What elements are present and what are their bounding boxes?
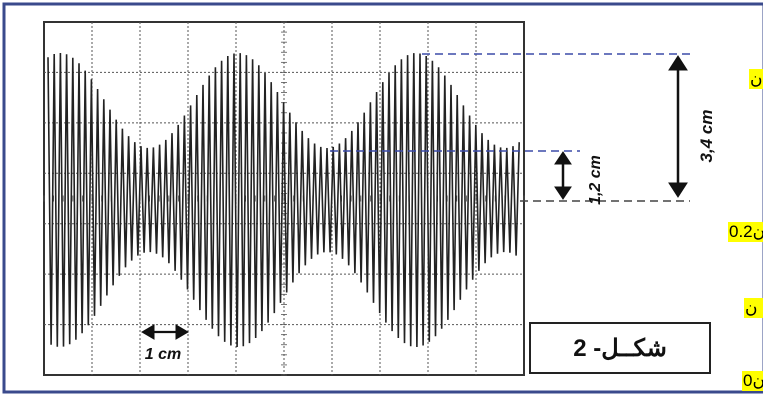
figure-label: شكــل- 2	[573, 335, 667, 362]
figure-label-box	[529, 322, 711, 374]
large-amplitude-arrow	[668, 55, 688, 198]
scale-arrow	[141, 324, 189, 340]
side-text-fragment-4: 0ن	[742, 371, 763, 391]
small-amplitude-label: 1,2 cm	[587, 155, 604, 205]
modulated-signal-waveform	[47, 52, 520, 348]
side-text-fragment-3: ن	[744, 298, 763, 318]
side-text-fragment-1: ن	[749, 69, 763, 89]
side-text-fragment-2: 0.2ن	[728, 222, 763, 242]
large-amplitude-label: 3,4 cm	[697, 110, 716, 163]
reference-lines	[330, 53, 690, 202]
scale-label: 1 cm	[145, 346, 181, 363]
small-amplitude-arrow	[554, 151, 572, 200]
